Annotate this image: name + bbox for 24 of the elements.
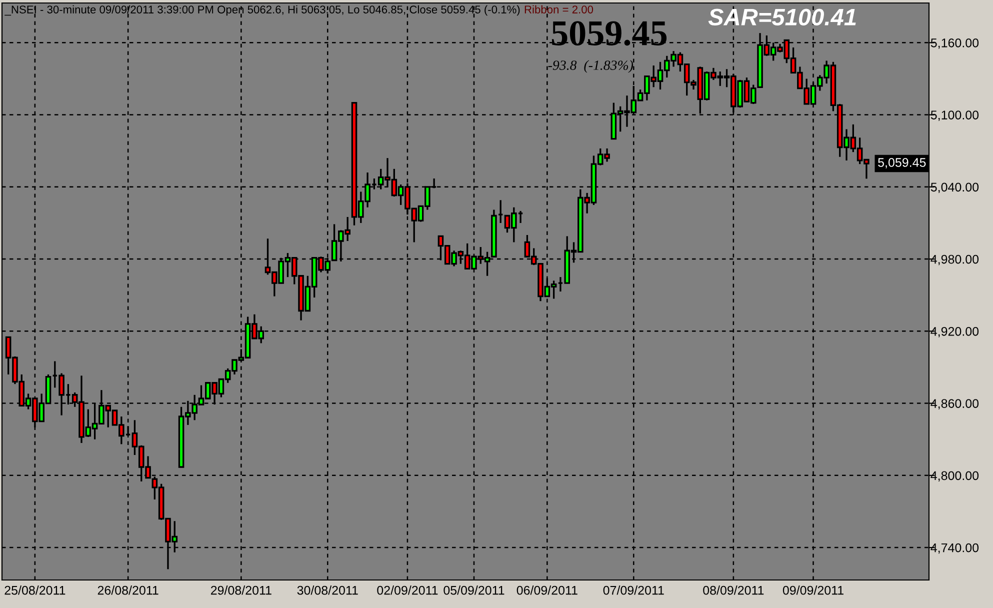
annotation: Ribbon = 2.00	[524, 5, 594, 14]
x-tick-label: 09/09/2011	[782, 586, 844, 595]
x-tick-label: 25/08/2011	[4, 586, 66, 595]
chart-title: _NSEI - 30-minute 09/09/2011 3:39:00 PM Open 5062.6, Hi 5063.05, Lo 5046.85, Close 5059.45 (-0.1%)	[4, 5, 520, 16]
y-tick-label: 4,980.00	[930, 254, 979, 266]
x-tick-label: 29/08/2011	[210, 586, 272, 595]
y-tick-label: 4,800.00	[930, 471, 979, 482]
y-tick-label: 5,100.00	[930, 110, 979, 121]
y-tick-label: 5,160.00	[930, 38, 979, 49]
y-tick-label: 4,740.00	[930, 543, 979, 554]
annotation: SAR=5100.41	[708, 8, 856, 26]
annotation: -93.8 (-1.83%)	[548, 60, 634, 73]
x-tick-label: 26/08/2011	[98, 586, 158, 595]
x-tick-label: 06/09/2011	[516, 586, 578, 595]
x-tick-label: 05/09/2011	[444, 586, 504, 595]
x-tick-label: 02/09/2011	[377, 586, 438, 595]
y-tick-label: 4,860.00	[930, 399, 979, 410]
x-tick-label: 08/09/2011	[703, 586, 764, 595]
y-tick-label: 5,040.00	[930, 182, 979, 194]
annotation: 5059.45	[552, 21, 667, 46]
text: 5,059.45	[878, 158, 926, 168]
x-tick-label: 07/09/2011	[603, 586, 664, 595]
x-tick-label: 30/08/2011	[297, 586, 358, 595]
y-tick-label: 4,920.00	[930, 326, 979, 338]
